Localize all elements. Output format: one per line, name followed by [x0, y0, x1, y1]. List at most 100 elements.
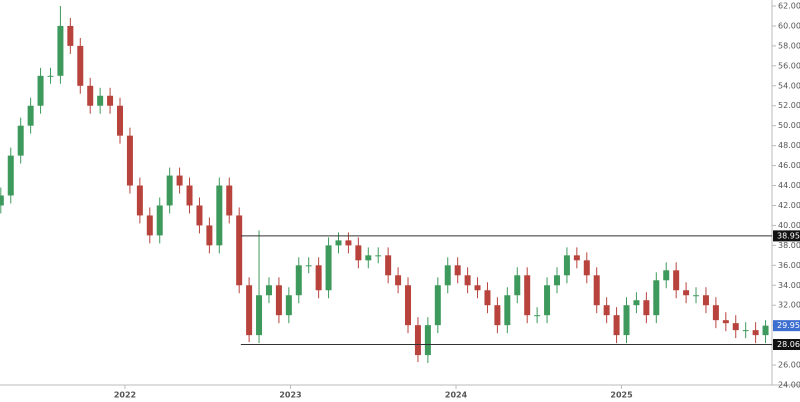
level-label-box: [773, 339, 800, 351]
y-tick-label: 54.00: [778, 81, 800, 90]
candle-body: [146, 215, 153, 236]
level-label-box: [773, 230, 800, 242]
candle-body: [544, 285, 551, 316]
candle-body: [216, 185, 223, 246]
candle-body: [315, 265, 322, 291]
candle-body: [583, 260, 590, 276]
candle-body: [77, 45, 84, 86]
candle-body: [275, 285, 282, 316]
candle-body: [57, 25, 64, 76]
level-label: 38.95: [777, 231, 800, 240]
candle-body: [126, 135, 133, 186]
y-tick-label: 26.00: [778, 361, 800, 370]
y-tick-label: 46.00: [778, 161, 800, 170]
candle-body: [305, 265, 312, 267]
candle-body: [663, 270, 670, 281]
candle-body: [424, 325, 431, 356]
y-tick-label: 32.00: [778, 301, 800, 310]
candle-body: [673, 270, 680, 291]
candle-body: [405, 285, 412, 326]
candle-body: [365, 255, 372, 261]
candle-body: [593, 275, 600, 306]
candle-body: [226, 185, 233, 216]
y-tick-label: 48.00: [778, 141, 800, 150]
y-tick-label: 38.00: [778, 241, 800, 250]
candle-body: [335, 240, 342, 246]
candle-body: [206, 225, 213, 246]
candle-body: [176, 175, 183, 186]
candle-body: [722, 320, 729, 324]
y-tick-label: 58.00: [778, 41, 800, 50]
y-tick-label: 44.00: [778, 181, 800, 190]
candle-body: [256, 295, 263, 336]
candle-body: [534, 315, 541, 317]
candle-body: [464, 275, 471, 286]
candle-body: [285, 295, 292, 316]
candle-body: [762, 325, 769, 336]
candle-body: [693, 295, 700, 297]
candle-body: [603, 305, 610, 316]
candle-body: [385, 255, 392, 276]
candle-body: [186, 185, 193, 206]
candle-body: [156, 205, 163, 236]
candle-body: [375, 255, 382, 257]
candle-body: [434, 285, 441, 326]
candle-body: [47, 75, 54, 77]
candle-body: [553, 275, 560, 286]
candle-body: [246, 285, 253, 336]
candle-body: [355, 245, 362, 261]
level-label: 28.06: [777, 340, 800, 349]
x-tick-label: 2025: [610, 391, 633, 400]
candle-body: [67, 25, 74, 46]
x-tick-label: 2023: [279, 391, 301, 400]
candle-body: [742, 330, 749, 332]
candle-body: [27, 105, 34, 126]
y-tick-label: 50.00: [778, 121, 800, 130]
candle-body: [573, 255, 580, 261]
candle-body: [444, 265, 451, 286]
candle-body: [633, 300, 640, 306]
candle-body: [7, 155, 14, 196]
x-tick-label: 2024: [445, 391, 468, 400]
candle-body: [732, 323, 739, 331]
candle-body: [136, 185, 143, 216]
candle-body: [37, 75, 44, 106]
candle-body: [265, 285, 272, 296]
candle-body: [345, 240, 352, 246]
candle-body: [702, 295, 709, 306]
y-tick-label: 60.00: [778, 21, 800, 30]
candle-body: [117, 105, 124, 136]
candle-body: [504, 295, 511, 326]
candle-body: [395, 275, 402, 286]
candle-body: [17, 125, 24, 156]
candle-body: [87, 85, 94, 106]
candle-body: [514, 275, 521, 296]
x-tick-label: 2022: [114, 391, 136, 400]
y-tick-label: 40.00: [778, 221, 800, 230]
candle-body: [563, 255, 570, 276]
y-tick-label: 52.00: [778, 101, 800, 110]
candle-body: [414, 325, 421, 356]
candle-body: [613, 315, 620, 336]
candle-body: [107, 95, 114, 106]
candle-body: [97, 95, 104, 106]
y-tick-label: 42.00: [778, 201, 800, 210]
candle-body: [166, 175, 173, 206]
candle-body: [196, 205, 203, 226]
candle-body: [643, 300, 650, 316]
candle-body: [653, 280, 660, 316]
y-tick-label: 24.00: [778, 381, 800, 390]
last-price-box: [773, 320, 800, 332]
candle-body: [623, 305, 630, 336]
candle-body: [524, 275, 531, 316]
y-tick-label: 56.00: [778, 61, 800, 70]
candle-body: [236, 215, 243, 286]
candle-body: [683, 290, 690, 296]
candle-body: [474, 285, 481, 291]
candle-body: [295, 265, 302, 296]
y-tick-label: 36.00: [778, 261, 800, 270]
y-tick-label: 62.00: [778, 2, 800, 11]
candle-body: [494, 305, 501, 326]
